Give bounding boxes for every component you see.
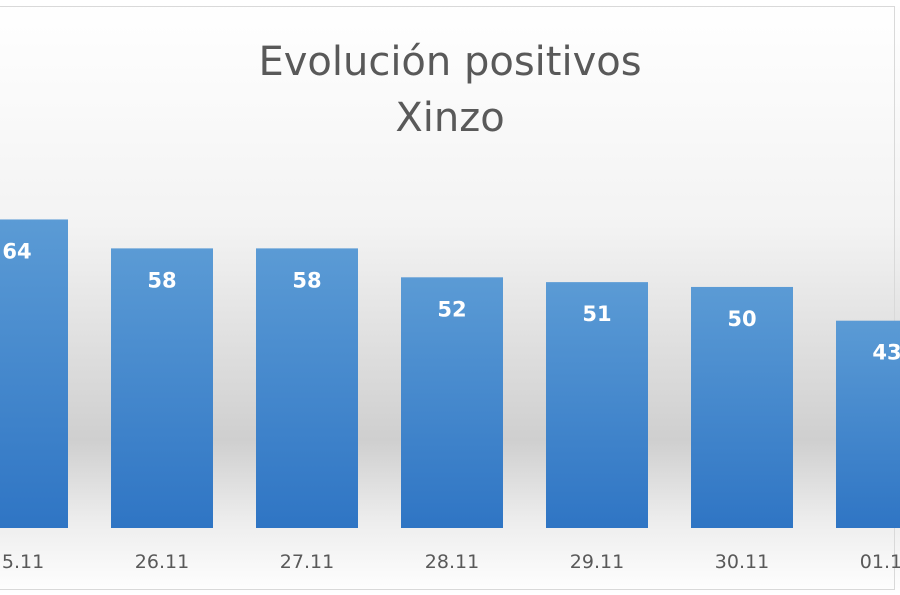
chart-title-text: Evolución positivos bbox=[258, 39, 642, 85]
x-tick-label-27.11: 27.11 bbox=[280, 551, 334, 573]
data-label-01.12: 43 bbox=[872, 341, 900, 365]
data-label-25.11: 64 bbox=[2, 239, 31, 263]
bar-30.11 bbox=[691, 286, 793, 528]
data-label-30.11: 50 bbox=[727, 307, 756, 331]
bars-group bbox=[0, 219, 900, 528]
x-tick-label-26.11: 26.11 bbox=[135, 551, 189, 573]
bar-28.11 bbox=[401, 277, 503, 528]
bar-27.11 bbox=[256, 248, 358, 528]
bar-01.12 bbox=[836, 320, 900, 528]
bar-29.11 bbox=[546, 282, 648, 528]
bar-25.11 bbox=[0, 219, 68, 528]
chart-title: Evolución positivos Xinzo bbox=[0, 34, 900, 146]
x-tick-label-25.11: 25.11 bbox=[0, 551, 44, 573]
x-axis-tick-labels: 25.11 26.11 27.11 28.11 29.11 30.11 01.12 bbox=[0, 551, 900, 573]
data-label-29.11: 51 bbox=[582, 302, 611, 326]
x-tick-label-01.12: 01.12 bbox=[860, 551, 900, 573]
data-label-27.11: 58 bbox=[292, 268, 321, 292]
x-tick-label-30.11: 30.11 bbox=[715, 551, 769, 573]
data-labels-group: 64 58 58 52 51 50 43 bbox=[2, 239, 900, 364]
x-tick-label-28.11: 28.11 bbox=[425, 551, 479, 573]
chart-subtitle-text: Xinzo bbox=[395, 95, 505, 141]
data-label-28.11: 52 bbox=[437, 297, 466, 321]
x-tick-label-29.11: 29.11 bbox=[570, 551, 624, 573]
data-label-26.11: 58 bbox=[147, 268, 176, 292]
bar-26.11 bbox=[111, 248, 213, 528]
